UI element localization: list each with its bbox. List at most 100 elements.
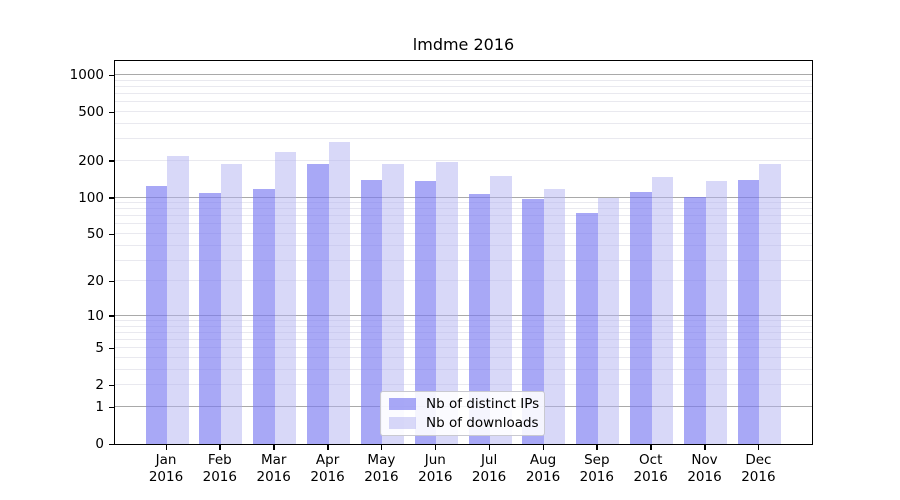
- x-tick-mark-icon: [434, 445, 437, 450]
- x-tick-label: May 2016: [364, 452, 399, 485]
- x-tick-label: Dec 2016: [741, 452, 776, 485]
- x-tick-label: Sep 2016: [579, 452, 614, 485]
- y-tick-mark-icon: [109, 384, 114, 387]
- bar-downloads: [543, 188, 566, 444]
- chart-title: lmdme 2016: [412, 35, 515, 54]
- major-gridline: [115, 196, 812, 198]
- legend-swatch-distinct-ips-icon: [389, 398, 416, 410]
- minor-gridline: [115, 111, 812, 112]
- plot-area: [114, 60, 813, 445]
- y-tick-label: 2: [95, 377, 104, 394]
- legend: Nb of distinct IPs Nb of downloads: [380, 391, 545, 436]
- x-tick-mark-icon: [757, 445, 760, 450]
- y-tick-label: 1000: [69, 67, 104, 83]
- bar-downloads: [328, 142, 351, 444]
- minor-gridline: [115, 208, 812, 210]
- x-tick-label: Oct 2016: [633, 452, 668, 485]
- bar-downloads: [759, 164, 781, 444]
- bar-downloads: [597, 197, 620, 444]
- bar-distinct-ips: [253, 189, 275, 444]
- y-tick-label: 500: [78, 104, 104, 120]
- bar-downloads: [705, 181, 727, 444]
- bar-distinct-ips: [145, 185, 167, 444]
- minor-gridline: [115, 280, 812, 282]
- legend-item-distinct-ips: Nb of distinct IPs: [389, 396, 540, 412]
- bar-distinct-ips: [630, 192, 652, 444]
- y-tick-mark-icon: [109, 443, 114, 445]
- x-tick-label: Aug 2016: [525, 452, 561, 485]
- minor-gridline: [115, 101, 812, 103]
- y-tick-label: 200: [78, 152, 104, 169]
- x-tick-mark-icon: [650, 445, 652, 450]
- y-tick-mark-icon: [109, 280, 114, 283]
- bar-distinct-ips: [307, 163, 329, 444]
- minor-gridline: [115, 384, 812, 386]
- minor-gridline: [115, 79, 812, 81]
- minor-gridline: [115, 85, 812, 87]
- minor-gridline: [115, 339, 812, 341]
- minor-gridline: [115, 320, 812, 321]
- x-tick-label: Apr 2016: [310, 452, 345, 485]
- bar-downloads: [436, 161, 458, 444]
- bar-distinct-ips: [468, 193, 491, 444]
- x-tick-mark-icon: [704, 445, 706, 450]
- y-tick-label: 1: [95, 399, 104, 415]
- y-tick-mark-icon: [109, 315, 114, 317]
- y-tick-label: 10: [86, 307, 104, 324]
- y-tick-mark-icon: [109, 233, 114, 235]
- minor-gridline: [115, 347, 812, 349]
- y-tick-mark-icon: [109, 74, 114, 76]
- bar-distinct-ips: [522, 198, 544, 444]
- minor-gridline: [115, 233, 812, 234]
- y-tick-mark-icon: [109, 347, 114, 350]
- y-tick-mark-icon: [109, 406, 114, 408]
- minor-gridline: [115, 369, 812, 370]
- x-tick-label: Mar 2016: [256, 452, 291, 485]
- y-tick-mark-icon: [109, 197, 114, 199]
- y-tick-label: 50: [86, 226, 104, 242]
- bar-downloads: [167, 156, 189, 444]
- major-gridline: [115, 314, 812, 316]
- bar-downloads: [651, 176, 674, 444]
- bar-distinct-ips: [199, 193, 221, 444]
- legend-label-distinct-ips: Nb of distinct IPs: [426, 396, 540, 412]
- major-gridline: [115, 74, 812, 75]
- x-tick-label: Nov 2016: [687, 452, 722, 485]
- y-tick-label: 20: [86, 273, 104, 290]
- x-tick-mark-icon: [596, 445, 598, 450]
- minor-gridline: [115, 202, 812, 204]
- minor-gridline: [115, 331, 812, 333]
- x-tick-mark-icon: [327, 445, 329, 450]
- minor-gridline: [115, 159, 812, 161]
- bar-downloads: [490, 176, 512, 444]
- legend-item-downloads: Nb of downloads: [389, 415, 539, 431]
- x-tick-label: Jul 2016: [471, 452, 507, 485]
- x-tick-mark-icon: [542, 445, 544, 450]
- x-tick-mark-icon: [380, 445, 383, 450]
- minor-gridline: [115, 223, 812, 225]
- bar-downloads: [220, 163, 243, 444]
- bar-distinct-ips: [576, 212, 598, 444]
- x-tick-mark-icon: [273, 445, 275, 450]
- x-tick-mark-icon: [165, 445, 167, 450]
- minor-gridline: [115, 122, 812, 124]
- legend-label-downloads: Nb of downloads: [426, 415, 539, 431]
- x-tick-mark-icon: [488, 445, 491, 450]
- bar-distinct-ips: [737, 180, 760, 444]
- x-tick-label: Feb 2016: [202, 452, 237, 485]
- minor-gridline: [115, 138, 812, 140]
- y-tick-mark-icon: [109, 160, 114, 162]
- minor-gridline: [115, 325, 812, 327]
- x-tick-label: Jun 2016: [418, 452, 453, 485]
- bar-downloads: [382, 164, 404, 444]
- y-tick-label: 0: [95, 436, 104, 452]
- bar-distinct-ips: [360, 179, 383, 444]
- bar-distinct-ips: [414, 181, 437, 444]
- minor-gridline: [115, 259, 812, 261]
- x-tick-mark-icon: [219, 445, 221, 450]
- bar-downloads: [274, 151, 297, 444]
- minor-gridline: [115, 93, 812, 94]
- bar-distinct-ips: [684, 196, 706, 444]
- minor-gridline: [115, 215, 812, 217]
